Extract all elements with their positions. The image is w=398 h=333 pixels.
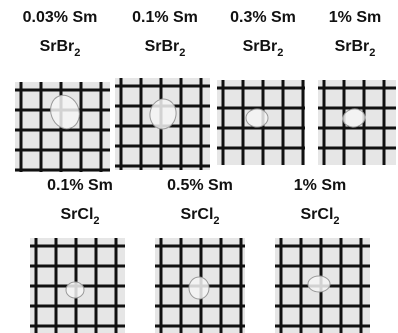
compound-subscript: 2: [369, 47, 375, 59]
compound-label: SrCl2: [300, 206, 339, 227]
compound-subscript: 2: [333, 215, 339, 227]
crystal: [189, 277, 209, 299]
sample-panel: 1% Sm SrCl2: [275, 177, 370, 333]
sample-photo: [275, 238, 370, 333]
compound-subscript: 2: [74, 47, 80, 59]
crystal: [66, 282, 84, 298]
compound-formula: SrCl: [300, 206, 333, 223]
concentration-label: 0.3% Sm: [230, 9, 296, 26]
concentration-label: 0.5% Sm: [167, 177, 233, 194]
compound-label: SrBr2: [145, 38, 186, 59]
compound-formula: SrBr: [145, 38, 180, 55]
concentration-label: 0.1% Sm: [132, 9, 198, 26]
compound-label: SrBr2: [243, 38, 284, 59]
sample-panel: 0.03% Sm SrBr2: [15, 9, 110, 172]
sample-panel: 0.5% Sm SrCl2: [155, 177, 245, 333]
concentration-label: 0.03% Sm: [23, 9, 98, 26]
figure: 0.03% SmSrBr20.1% SmSrBr20.3% SmSrBr21% …: [0, 0, 398, 333]
compound-label: SrBr2: [335, 38, 376, 59]
sample-photo: [318, 80, 396, 165]
concentration-label: 0.1% Sm: [47, 177, 113, 194]
concentration-label: 1% Sm: [329, 9, 381, 26]
compound-label: SrCl2: [60, 206, 99, 227]
sample-photo: [155, 238, 245, 333]
sample-photo: [15, 82, 110, 172]
concentration-label: 1% Sm: [294, 177, 346, 194]
compound-formula: SrBr: [243, 38, 278, 55]
sample-panel: 1% Sm SrBr2: [318, 9, 396, 165]
compound-formula: SrCl: [180, 206, 213, 223]
compound-subscript: 2: [277, 47, 283, 59]
sample-photo: [30, 238, 125, 333]
compound-formula: SrCl: [60, 206, 93, 223]
compound-formula: SrBr: [335, 38, 370, 55]
sample-panel: 0.1% Sm SrBr2: [115, 9, 210, 170]
crystal: [246, 109, 268, 127]
compound-label: SrBr2: [40, 38, 81, 59]
compound-subscript: 2: [93, 215, 99, 227]
sample-panel: 0.1% Sm SrCl2: [30, 177, 125, 333]
sample-panel: 0.3% Sm SrBr2: [217, 9, 305, 165]
sample-photo: [115, 78, 210, 170]
compound-subscript: 2: [213, 215, 219, 227]
compound-formula: SrBr: [40, 38, 75, 55]
crystal: [308, 276, 330, 292]
sample-photo: [217, 80, 305, 165]
compound-subscript: 2: [179, 47, 185, 59]
compound-label: SrCl2: [180, 206, 219, 227]
